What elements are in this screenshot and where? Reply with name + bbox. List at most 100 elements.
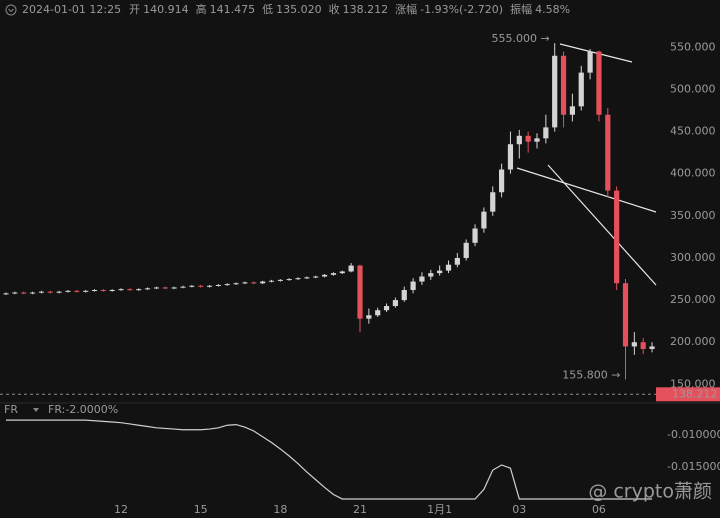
y-tick-label: 200.000 xyxy=(670,335,716,348)
candle-body xyxy=(330,273,337,275)
watermark: @ crypto萧颜 xyxy=(588,481,712,503)
candle-body xyxy=(180,286,186,288)
candle-body xyxy=(29,292,36,294)
y-tick-label: 500.000 xyxy=(670,82,716,95)
candle-body xyxy=(260,281,266,284)
candle-body xyxy=(392,300,398,307)
candle-body xyxy=(162,287,168,289)
y-tick-label: 400.000 xyxy=(670,167,716,180)
indicator-label: FR:-2.0000% xyxy=(48,403,118,416)
candle-body xyxy=(153,287,160,289)
header-datetime: 2024-01-01 12:25 xyxy=(22,3,121,16)
candle-body xyxy=(560,55,567,115)
candle-body xyxy=(286,279,292,281)
candle-body xyxy=(649,346,655,349)
candle-body xyxy=(499,169,505,193)
candle-body xyxy=(463,242,469,258)
trend-line xyxy=(559,43,633,63)
candle-body xyxy=(136,289,142,291)
candle-body xyxy=(21,292,27,294)
candle-body xyxy=(614,190,620,284)
x-tick-label: 03 xyxy=(512,503,526,516)
last-price-tag xyxy=(656,387,720,402)
header-label: 收 xyxy=(329,2,340,16)
y-tick-label: 550.000 xyxy=(670,40,716,53)
collapse-chevron xyxy=(8,8,14,13)
header-label: 涨幅 xyxy=(395,3,417,16)
fr-line xyxy=(6,419,653,500)
candle-body xyxy=(534,138,540,142)
candle-body xyxy=(12,292,18,294)
header-value: 4.58% xyxy=(535,3,570,16)
candle-body xyxy=(295,278,301,280)
header-label: 振幅 xyxy=(510,2,532,16)
candle-body xyxy=(215,284,221,286)
candle-body xyxy=(578,72,584,107)
candle-body xyxy=(277,279,283,281)
candle-body xyxy=(445,264,452,271)
candle-body xyxy=(375,310,381,316)
candle-body xyxy=(171,287,177,289)
candle-body xyxy=(640,342,646,349)
header-label: 高 xyxy=(196,2,207,16)
y-tick-label: -0.015000 xyxy=(667,460,720,473)
candle-body xyxy=(206,285,213,287)
header-value: 140.914 xyxy=(143,3,189,16)
candle-body xyxy=(224,284,230,286)
x-tick-label: 06 xyxy=(592,503,606,516)
trend-line xyxy=(547,164,657,286)
candle-body xyxy=(401,289,407,301)
last-price-label: 138.212 xyxy=(672,387,718,400)
candle-body xyxy=(38,291,44,293)
candle-body xyxy=(127,289,133,291)
candle-body xyxy=(357,265,363,319)
candle-body xyxy=(587,51,593,73)
candle-body xyxy=(543,127,549,139)
candle-body xyxy=(525,135,531,142)
candle-body xyxy=(145,288,151,290)
candle-body xyxy=(47,291,53,293)
candle-body xyxy=(605,114,611,191)
candle-body xyxy=(91,289,98,291)
y-tick-label: 150.000 xyxy=(670,377,716,390)
header-value: 138.212 xyxy=(343,3,389,16)
candle-body xyxy=(322,274,328,277)
candle-body xyxy=(428,273,434,277)
annotation: 555.000 → xyxy=(491,32,549,45)
candle-body xyxy=(313,276,319,278)
annotation: 155.800 → xyxy=(562,368,620,381)
candle-body xyxy=(233,283,239,285)
trend-line xyxy=(516,167,657,213)
candle-body xyxy=(74,290,80,292)
candle-body xyxy=(56,291,62,293)
candle-body xyxy=(383,306,390,311)
header-value: 135.020 xyxy=(276,3,322,16)
header-label: 低 xyxy=(262,3,273,16)
header-value: -1.93%(-2.720) xyxy=(420,3,503,16)
y-tick-label: 300.000 xyxy=(670,251,716,264)
header-value: 141.475 xyxy=(210,3,256,16)
candle-body xyxy=(189,285,195,287)
candle-body xyxy=(251,282,257,284)
x-tick-label: 18 xyxy=(273,503,287,516)
header-label: 开 xyxy=(129,3,140,16)
indicator-name[interactable]: FR xyxy=(4,403,18,416)
candle-body xyxy=(481,211,487,229)
x-tick-label: 15 xyxy=(194,503,208,516)
candle-body xyxy=(419,276,425,282)
candle-body xyxy=(622,283,629,347)
candle-body xyxy=(339,271,345,274)
candle-body xyxy=(242,282,248,284)
candle-body xyxy=(366,315,372,319)
candle-body xyxy=(348,265,354,272)
candle-body xyxy=(437,270,443,274)
candle-body xyxy=(516,135,522,145)
candle-body xyxy=(100,289,106,291)
indicator-dropdown[interactable] xyxy=(33,408,39,412)
candle-body xyxy=(472,228,478,243)
candle-body xyxy=(552,55,558,128)
y-tick-label: -0.010000 xyxy=(667,428,720,441)
collapse-icon[interactable] xyxy=(5,4,17,16)
candle-body xyxy=(569,106,575,115)
